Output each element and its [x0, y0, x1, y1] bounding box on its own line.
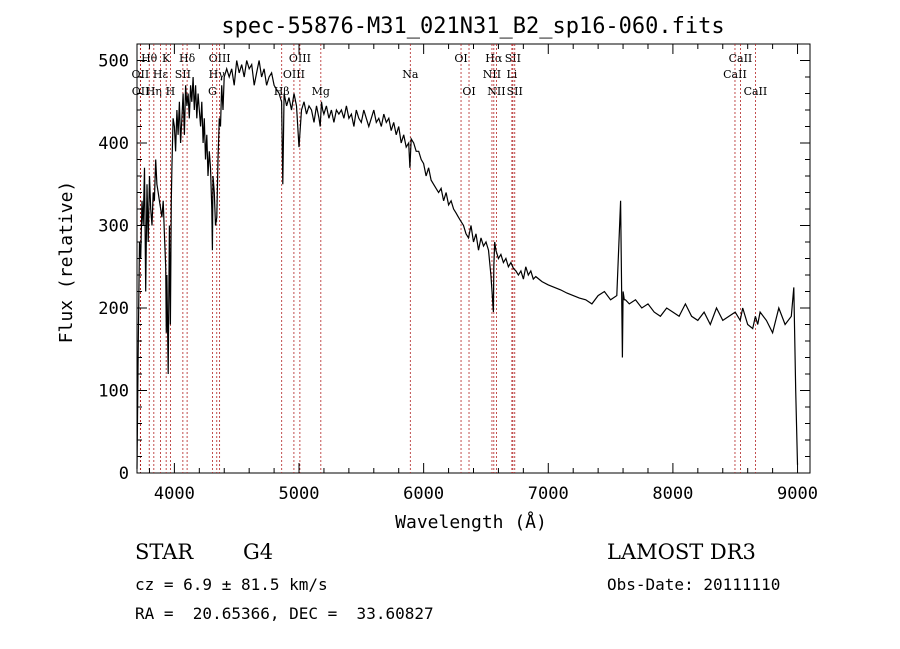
x-axis-label: Wavelength (Å) [395, 511, 547, 533]
line-label-7: SII [175, 68, 191, 81]
line-label-19: Hα [485, 52, 503, 65]
line-label-16: Na [402, 68, 419, 81]
line-label-27: CaII [744, 85, 768, 98]
line-label-4: K [162, 52, 171, 65]
line-label-5: Hε [153, 68, 169, 81]
redshift-readout: cz = 6.9 ± 81.5 km/s [135, 575, 328, 594]
line-label-10: Hγ [209, 68, 226, 81]
y-tick-label-0: 0 [119, 464, 129, 484]
y-tick-label-400: 400 [98, 134, 129, 154]
line-label-13: OIII [283, 68, 305, 81]
line-label-8: Hδ [179, 52, 196, 65]
y-tick-label-100: 100 [98, 382, 129, 402]
y-tick-label-200: 200 [98, 299, 129, 319]
y-axis-label: Flux (relative) [56, 181, 77, 344]
x-tick-label-8000: 8000 [652, 484, 693, 504]
chart-title: spec-55876-M31_021N31_B2_sp16-060.fits [221, 14, 724, 39]
line-label-0: Hθ [141, 52, 158, 65]
line-label-17: OI [454, 52, 467, 65]
axes: 4000 5000 6000 7000 8000 9000 0 100 200 300 400 500 [98, 43, 818, 504]
line-label-24: SII [507, 85, 523, 98]
survey-name: LAMOST DR3 [607, 540, 756, 564]
object-subclass: G4 [243, 540, 274, 564]
obs-date: Obs-Date: 20111110 [607, 575, 781, 594]
x-tick-label-6000: 6000 [403, 484, 444, 504]
line-label-23: Li [506, 68, 517, 81]
x-tick-label-4000: 4000 [154, 484, 195, 504]
line-label-3: Hη [146, 85, 162, 98]
coordinates: RA = 20.65366, DEC = 33.60827 [135, 604, 434, 623]
line-label-1: OII [132, 68, 150, 81]
line-label-21: NII [487, 85, 505, 98]
y-tick-label-500: 500 [98, 52, 129, 72]
line-label-6: H [166, 85, 176, 98]
plot-frame [136, 43, 811, 474]
line-label-14: Hβ [274, 85, 290, 98]
x-tick-label-9000: 9000 [777, 484, 818, 504]
line-label-22: SII [505, 52, 521, 65]
flux-series-line [136, 60, 799, 469]
line-label-9: OIII [209, 52, 231, 65]
line-label-20: NII [483, 68, 501, 81]
line-label-18: OI [462, 85, 475, 98]
line-label-25: CaII [729, 52, 753, 65]
line-label-26: CaII [723, 68, 747, 81]
y-tick-label-300: 300 [98, 217, 129, 237]
line-label-12: OIII [289, 52, 311, 65]
x-tick-label-5000: 5000 [279, 484, 320, 504]
x-tick-label-7000: 7000 [528, 484, 569, 504]
line-label-11: G [208, 85, 217, 98]
object-class: STAR [135, 540, 194, 564]
line-label-2: OII [132, 85, 150, 98]
line-label-15: Mg [312, 85, 330, 98]
